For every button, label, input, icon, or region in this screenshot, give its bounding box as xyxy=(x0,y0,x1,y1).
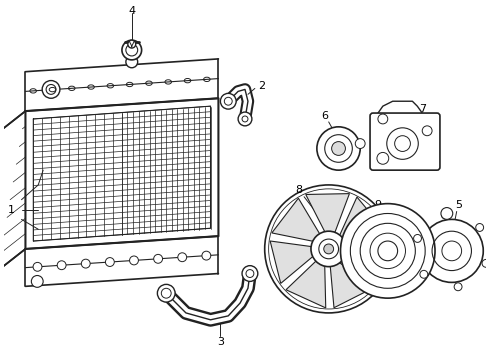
Circle shape xyxy=(154,255,163,263)
Circle shape xyxy=(454,283,462,291)
Circle shape xyxy=(441,208,453,219)
Circle shape xyxy=(202,251,211,260)
Circle shape xyxy=(31,275,43,287)
Circle shape xyxy=(269,189,389,309)
Circle shape xyxy=(317,127,360,170)
Circle shape xyxy=(105,258,114,266)
Circle shape xyxy=(128,40,136,48)
Circle shape xyxy=(220,93,236,109)
Text: 5: 5 xyxy=(455,199,462,210)
Circle shape xyxy=(377,152,389,164)
Circle shape xyxy=(355,139,365,148)
Circle shape xyxy=(42,81,60,98)
Text: 3: 3 xyxy=(217,337,224,347)
Circle shape xyxy=(81,259,90,268)
Circle shape xyxy=(126,56,138,68)
Polygon shape xyxy=(270,241,313,283)
Circle shape xyxy=(122,40,142,60)
Circle shape xyxy=(324,244,334,254)
Text: 2: 2 xyxy=(258,81,265,91)
Circle shape xyxy=(311,231,346,267)
Circle shape xyxy=(420,219,483,282)
Circle shape xyxy=(265,185,392,313)
Text: 1: 1 xyxy=(8,204,15,215)
Text: 4: 4 xyxy=(128,6,135,15)
Circle shape xyxy=(441,211,449,219)
Circle shape xyxy=(57,261,66,270)
Circle shape xyxy=(476,224,484,231)
Polygon shape xyxy=(340,197,385,243)
Text: 9: 9 xyxy=(374,199,382,210)
Circle shape xyxy=(238,112,252,126)
Circle shape xyxy=(482,260,490,267)
Circle shape xyxy=(420,270,428,278)
Circle shape xyxy=(341,204,435,298)
Polygon shape xyxy=(306,194,349,232)
Text: 7: 7 xyxy=(418,104,426,114)
Polygon shape xyxy=(272,198,319,241)
Polygon shape xyxy=(286,261,326,308)
Circle shape xyxy=(129,256,138,265)
Circle shape xyxy=(33,262,42,271)
Circle shape xyxy=(422,126,432,136)
Circle shape xyxy=(378,114,388,124)
Text: 8: 8 xyxy=(295,185,303,195)
Polygon shape xyxy=(343,239,387,282)
Circle shape xyxy=(378,241,397,261)
Circle shape xyxy=(332,141,345,156)
FancyBboxPatch shape xyxy=(370,113,440,170)
Circle shape xyxy=(157,284,175,302)
Circle shape xyxy=(178,253,187,262)
Polygon shape xyxy=(330,263,373,308)
Text: 6: 6 xyxy=(321,111,328,121)
Circle shape xyxy=(414,234,421,242)
Circle shape xyxy=(242,266,258,282)
